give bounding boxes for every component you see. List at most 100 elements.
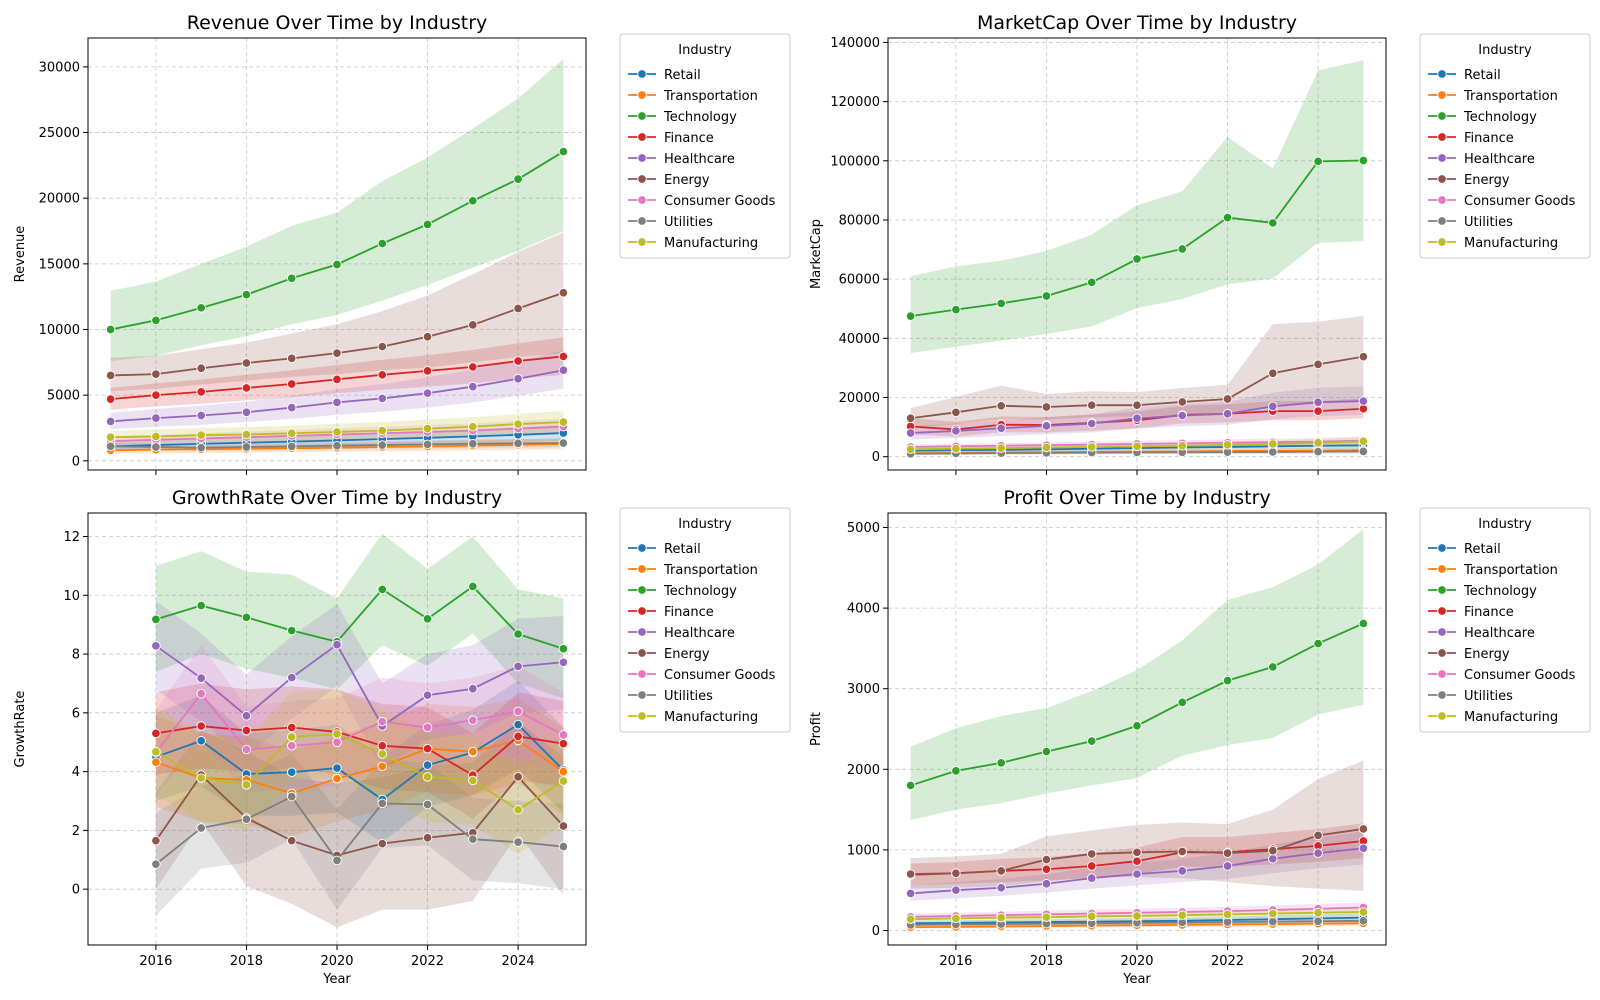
legend-label-transportation: Transportation [663, 563, 758, 578]
plot-area [905, 529, 1369, 933]
data-point-energy [1358, 351, 1369, 362]
data-point-technology [377, 584, 388, 595]
plot-area [105, 59, 569, 456]
legend-marker-transportation [637, 564, 647, 574]
legend-marker-manufacturing [637, 711, 647, 721]
data-point-energy [996, 401, 1006, 411]
data-point-technology [1268, 662, 1278, 672]
x-axis-label: Year [1122, 972, 1151, 987]
data-point-manufacturing [1222, 909, 1233, 920]
data-point-energy [1313, 359, 1323, 370]
data-point-healthcare [1177, 410, 1188, 421]
data-point-energy [468, 320, 478, 330]
chart-panel-3: 0 1000 2000 3000 4000 5000 2016 2018 2020 2022 202… [809, 487, 1591, 987]
data-point-manufacturing [1313, 908, 1323, 918]
legend-marker-technology [1437, 111, 1447, 121]
y-tick-label: 2000 [847, 763, 880, 778]
data-point-healthcare [151, 641, 161, 651]
legend-label-technology: Technology [1463, 584, 1537, 599]
y-tick-label: 20000 [839, 391, 880, 406]
data-point-energy [1041, 854, 1052, 865]
data-point-healthcare [996, 423, 1006, 434]
data-point-finance [241, 383, 252, 393]
data-point-manufacturing [1222, 440, 1233, 450]
data-point-technology [1177, 244, 1188, 254]
data-point-healthcare [905, 428, 916, 438]
legend-label-technology: Technology [1463, 110, 1537, 125]
legend-label-utilities: Utilities [1464, 215, 1513, 230]
x-tick-label: 2020 [1120, 954, 1153, 969]
data-point-healthcare [377, 393, 388, 404]
data-point-energy [286, 835, 297, 846]
data-point-finance [558, 351, 569, 362]
x-tick-label: 2018 [1030, 954, 1063, 969]
data-point-energy [241, 358, 252, 368]
data-point-manufacturing [1086, 911, 1097, 922]
data-point-technology [1177, 697, 1188, 708]
data-point-utilities [1268, 916, 1278, 927]
data-point-technology [1041, 746, 1052, 757]
legend-marker-technology [1437, 585, 1447, 595]
data-point-technology [513, 174, 523, 184]
y-tick-label: 0 [72, 883, 80, 898]
ci-band-energy [910, 315, 1364, 428]
plot-area [905, 60, 1369, 459]
data-point-energy [905, 869, 916, 879]
data-point-consumer-goods [332, 737, 342, 747]
ci-band-technology [910, 529, 1364, 821]
ci-band-transportation [155, 698, 564, 837]
legend-label-manufacturing: Manufacturing [1464, 710, 1558, 725]
data-point-energy [558, 287, 569, 298]
series-line-healthcare [155, 643, 564, 728]
data-point-manufacturing [332, 729, 342, 739]
ci-band-finance [110, 337, 564, 410]
data-point-technology [1041, 291, 1052, 301]
data-point-technology [996, 298, 1006, 309]
y-tick-label: 10 [63, 589, 80, 604]
data-point-consumer-goods [196, 688, 206, 699]
legend-marker-finance [1437, 132, 1447, 142]
legend-marker-retail [1437, 69, 1447, 79]
data-point-technology [1313, 638, 1323, 649]
legend-marker-manufacturing [1437, 237, 1447, 247]
data-point-finance [241, 725, 252, 736]
legend-label-consumer-goods: Consumer Goods [664, 194, 776, 209]
legend-marker-finance [637, 606, 647, 616]
data-point-energy [905, 413, 916, 423]
legend-label-finance: Finance [1464, 605, 1514, 620]
legend-label-manufacturing: Manufacturing [664, 236, 758, 251]
legend-label-transportation: Transportation [1463, 89, 1558, 104]
legend-box [619, 507, 791, 733]
data-point-consumer-goods [513, 706, 523, 717]
data-point-technology [951, 766, 961, 776]
data-point-utilities [196, 823, 206, 833]
data-point-technology [951, 304, 961, 315]
data-point-healthcare [1177, 866, 1188, 876]
data-point-utilities [1313, 446, 1323, 457]
data-point-technology [558, 644, 569, 654]
y-axis-label: Revenue [13, 226, 28, 283]
x-tick-label: 2022 [411, 954, 444, 969]
legend-label-retail: Retail [664, 68, 701, 83]
y-tick-label: 2 [72, 824, 80, 839]
data-point-healthcare [1132, 869, 1142, 879]
data-point-energy [558, 821, 569, 831]
legend-marker-technology [637, 111, 647, 121]
ci-band-healthcare [110, 350, 564, 430]
data-point-utilities [1358, 916, 1369, 926]
data-point-manufacturing [996, 912, 1006, 923]
legend-marker-energy [637, 648, 647, 658]
data-point-energy [422, 331, 433, 342]
data-point-technology [905, 311, 916, 321]
legend-marker-healthcare [1437, 627, 1447, 637]
data-point-transportation [468, 746, 478, 757]
data-point-finance [286, 379, 297, 389]
data-point-healthcare [1041, 878, 1052, 889]
data-point-manufacturing [241, 780, 252, 790]
legend-label-transportation: Transportation [663, 89, 758, 104]
legend: Industry Retail Transportation Technology Fi… [1419, 33, 1591, 259]
legend-label-manufacturing: Manufacturing [1464, 236, 1558, 251]
data-point-manufacturing [196, 430, 206, 440]
data-point-healthcare [1268, 401, 1278, 412]
legend-box [1419, 507, 1591, 733]
